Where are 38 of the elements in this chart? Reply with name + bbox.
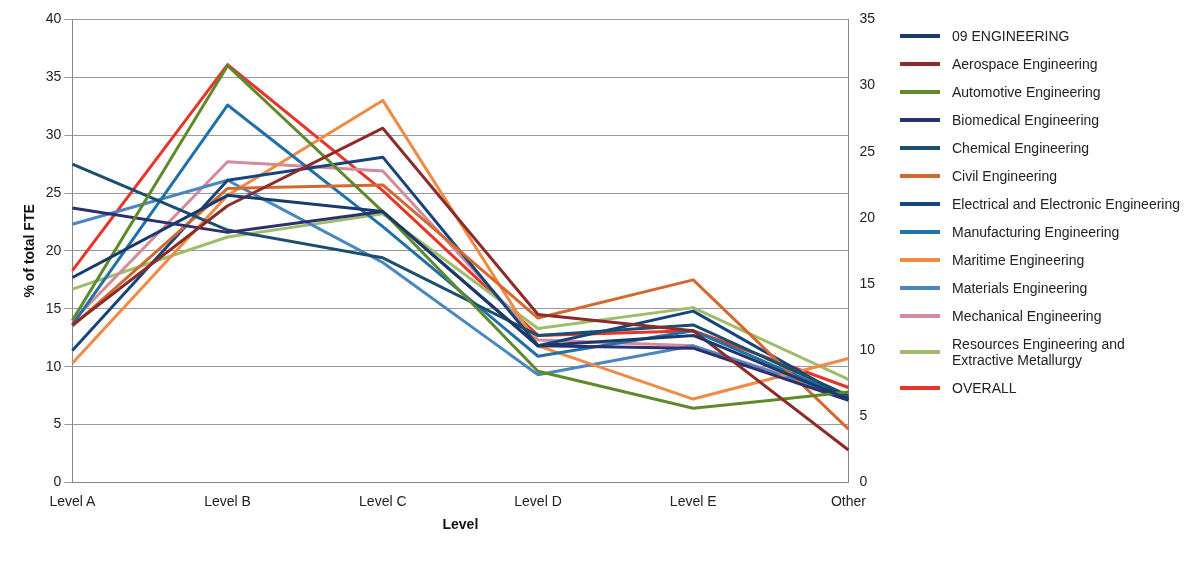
y2-tick-label: 10 bbox=[859, 340, 876, 357]
y-tick-label: 15 bbox=[45, 299, 62, 316]
y2-tick-label: 20 bbox=[859, 208, 876, 225]
y2-tick-label: 30 bbox=[859, 76, 876, 93]
x-tick-label: Level D bbox=[514, 492, 562, 509]
legend-label: Resources Engineering and Extractive Metallurgy bbox=[952, 336, 1126, 368]
legend-label: Electrical and Electronic Engineering bbox=[952, 196, 1181, 212]
legend-label: Manufacturing Engineering bbox=[952, 224, 1120, 240]
y-tick-label: 35 bbox=[45, 68, 62, 85]
legend-label: Maritime Engineering bbox=[952, 252, 1085, 268]
legend-label: OVERALL bbox=[952, 380, 1017, 396]
legend-label: Automotive Engineering bbox=[952, 84, 1101, 100]
y2-tick-label: 25 bbox=[859, 142, 876, 159]
y-tick-label: 25 bbox=[45, 183, 62, 200]
y-axis-title: % of total FTE bbox=[21, 204, 38, 298]
y-tick-label: 10 bbox=[45, 357, 62, 374]
y2-tick-label: 15 bbox=[859, 274, 876, 291]
y-tick-label: 0 bbox=[53, 473, 62, 490]
legend-label: Chemical Engineering bbox=[952, 140, 1089, 156]
y2-tick-label: 5 bbox=[859, 407, 868, 424]
x-axis-title: Level bbox=[442, 516, 479, 533]
legend-label: Civil Engineering bbox=[952, 168, 1058, 184]
x-tick-label: Level E bbox=[669, 492, 717, 509]
legend-label: 09 ENGINEERING bbox=[952, 28, 1070, 44]
legend-label: Materials Engineering bbox=[952, 280, 1088, 296]
x-tick-label: Level C bbox=[359, 492, 407, 509]
x-tick-label: Level A bbox=[49, 492, 96, 509]
y-tick-label: 20 bbox=[45, 241, 62, 258]
x-tick-label: Other bbox=[830, 492, 867, 509]
legend-label: Aerospace Engineering bbox=[952, 56, 1098, 72]
y-tick-label: 5 bbox=[53, 415, 62, 432]
legend-label: Biomedical Engineering bbox=[952, 112, 1100, 128]
y-tick-label: 40 bbox=[45, 10, 62, 27]
legend-label: Mechanical Engineering bbox=[952, 308, 1102, 324]
x-tick-label: Level B bbox=[204, 492, 251, 509]
y2-tick-label: 35 bbox=[859, 10, 876, 27]
y-tick-label: 30 bbox=[45, 126, 62, 143]
y2-tick-label: 0 bbox=[859, 473, 868, 490]
